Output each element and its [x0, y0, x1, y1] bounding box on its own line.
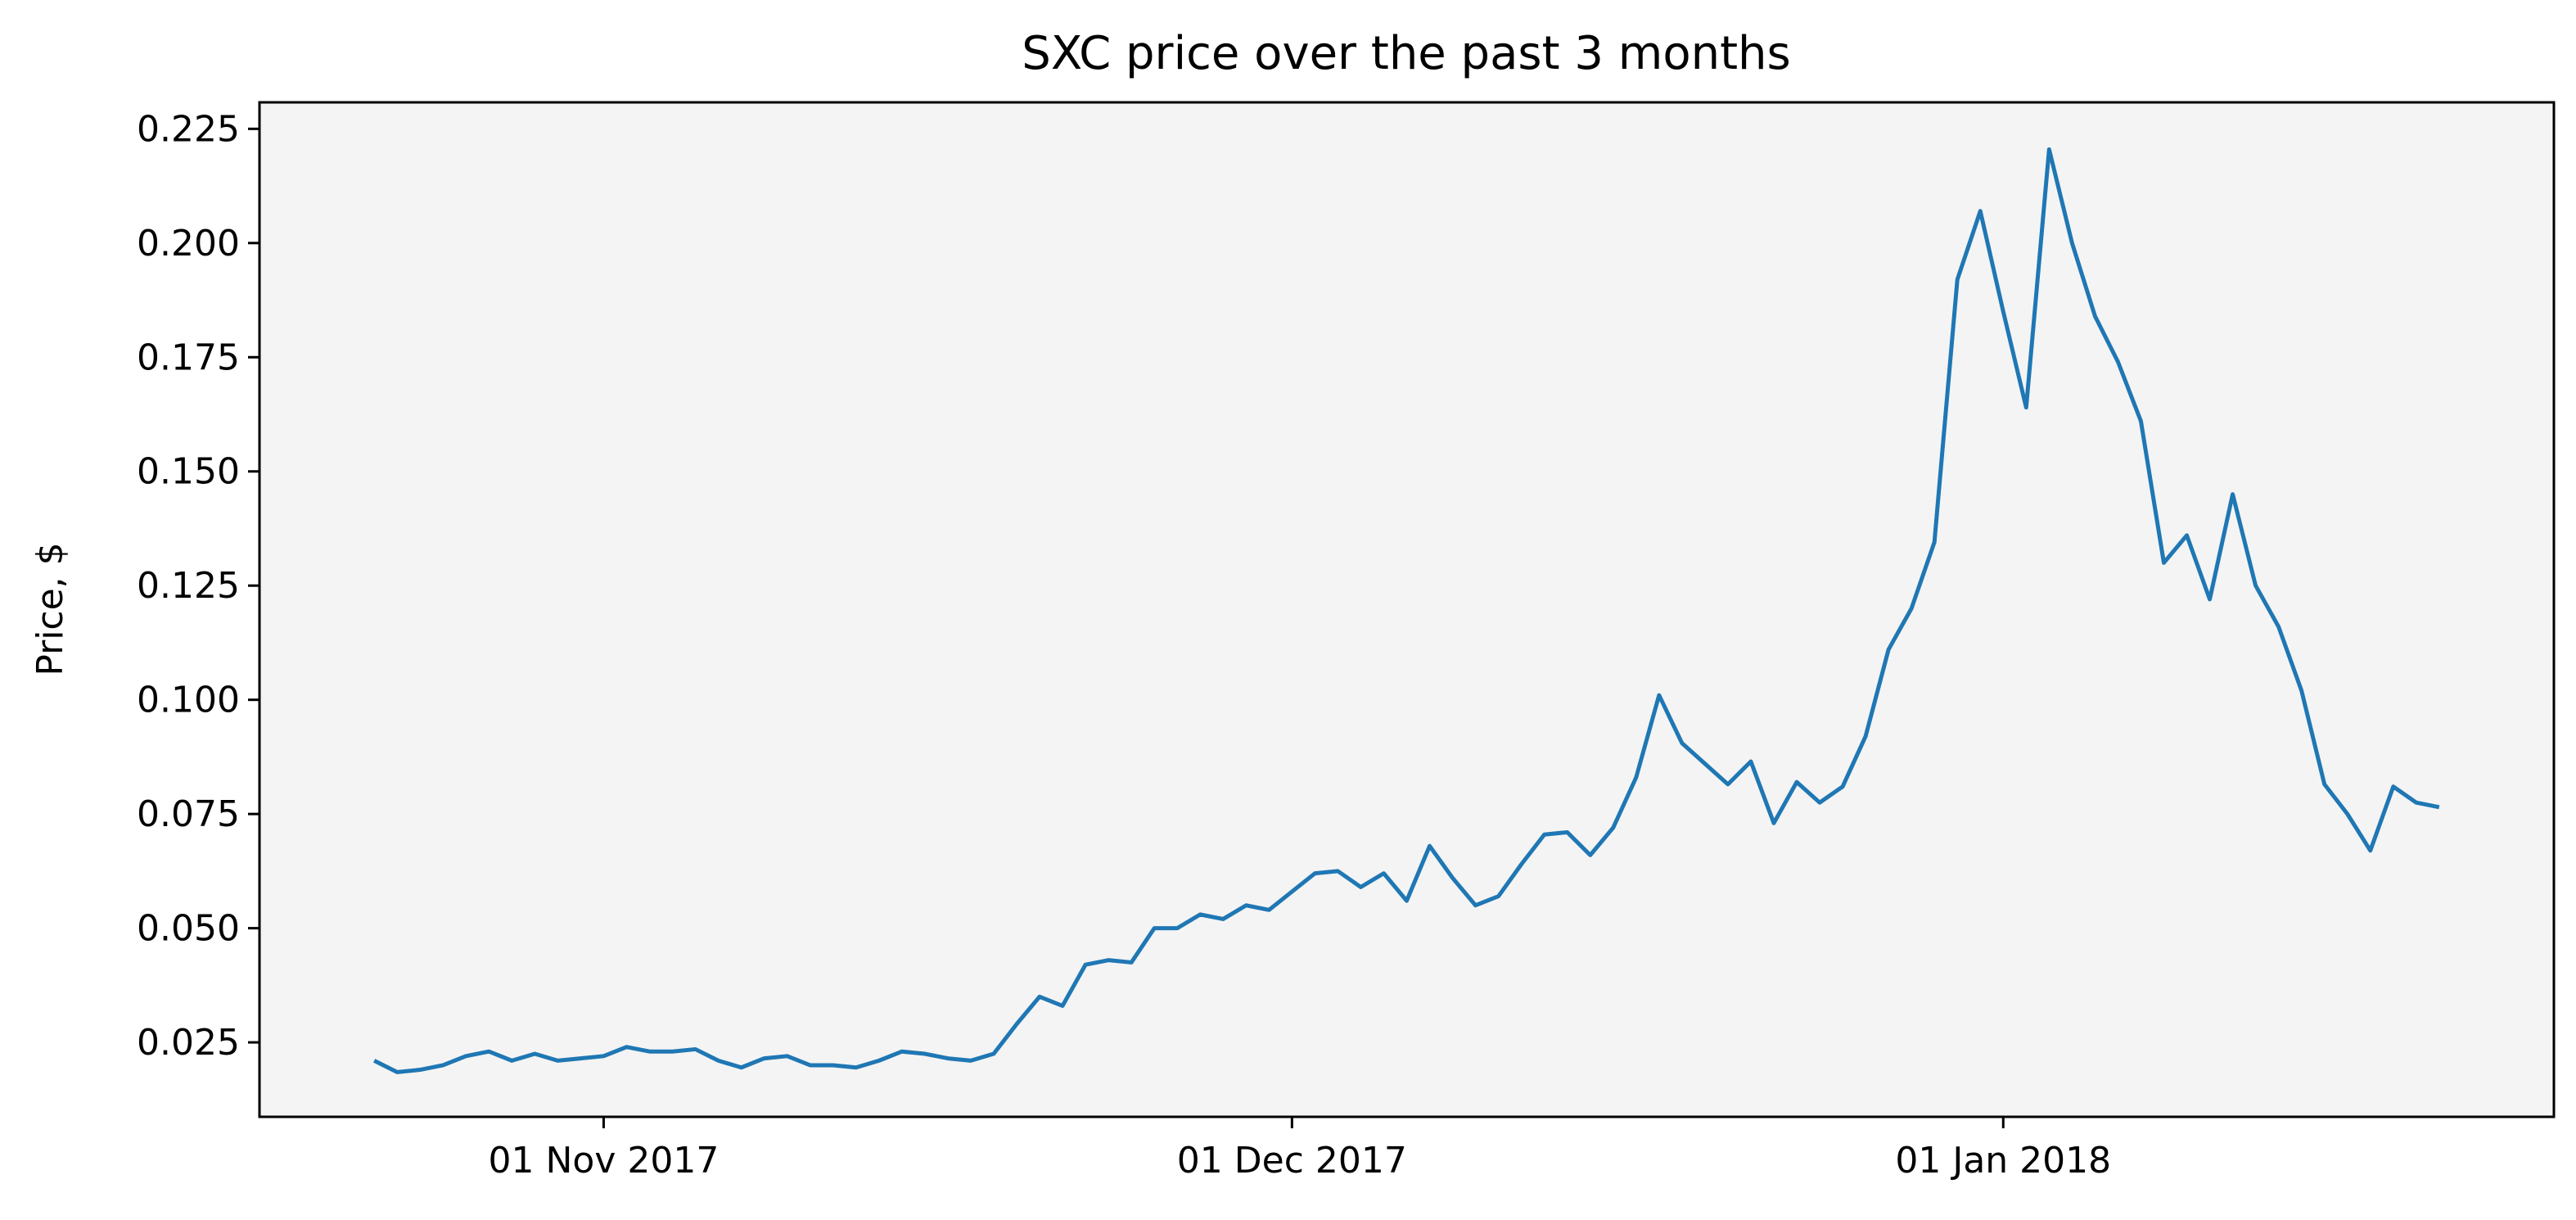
plot-frame: [258, 101, 2556, 1118]
plot-area: [259, 102, 2554, 1117]
y-axis-label: Price, $: [29, 542, 71, 676]
y-tick-label: 0.075: [137, 793, 240, 835]
x-tick-label: 01 Jan 2018: [1895, 1140, 2111, 1182]
y-tick-label: 0.175: [137, 337, 240, 378]
y-tick-label: 0.150: [137, 451, 240, 493]
y-tick-label: 0.050: [137, 908, 240, 950]
price-line: [373, 147, 2440, 1074]
x-tick-label: 01 Dec 2017: [1177, 1140, 1407, 1182]
y-tick-label: 0.225: [137, 108, 240, 150]
y-tick-label: 0.125: [137, 565, 240, 607]
y-tick-label: 0.100: [137, 680, 240, 721]
chart-title: SXC price over the past 3 months: [1022, 27, 1790, 80]
x-tick-label: 01 Nov 2017: [489, 1140, 720, 1182]
y-tick-label: 0.025: [137, 1022, 240, 1064]
y-tick-label: 0.200: [137, 223, 240, 264]
